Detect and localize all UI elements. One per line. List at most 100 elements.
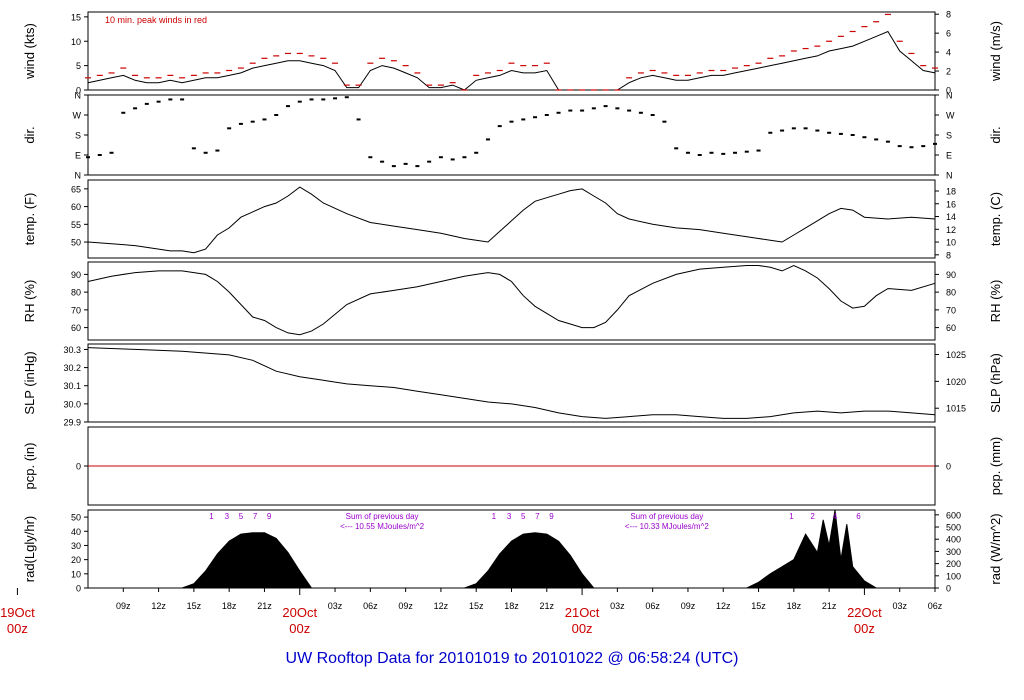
direction-point <box>721 152 726 155</box>
direction-point <box>709 151 714 154</box>
direction-point <box>862 136 867 139</box>
y-axis-label-right: wind (m/s) <box>988 21 1003 82</box>
x-tick-label: 06z <box>363 601 378 611</box>
direction-point <box>215 149 220 152</box>
daily-sum-title: Sum of previous day <box>346 512 419 521</box>
y-tick-label-left: 10 <box>71 37 81 47</box>
direction-point <box>615 107 620 110</box>
hour-marker: 1 <box>492 512 497 521</box>
direction-point <box>874 138 879 141</box>
y-axis-label-left: pcp. (in) <box>22 443 37 490</box>
date-label-hour: 00z <box>7 621 28 636</box>
y-axis-label-right: SLP (hPa) <box>988 353 1003 413</box>
y-tick-label-left: 29.9 <box>63 418 81 428</box>
y-tick-label-right: 18 <box>946 186 956 196</box>
direction-point <box>133 107 138 110</box>
direction-point <box>627 109 632 112</box>
y-tick-label-right: N <box>946 91 953 101</box>
direction-point <box>121 111 126 114</box>
direction-point <box>756 149 761 152</box>
radiation-area <box>464 532 595 589</box>
y-axis-label-right: temp. (C) <box>988 192 1003 246</box>
direction-point <box>733 151 738 154</box>
y-axis-label-right: pcp. (mm) <box>988 437 1003 496</box>
x-tick-label: 09z <box>681 601 696 611</box>
panel-frame <box>87 11 936 91</box>
y-tick-label-right: 80 <box>946 288 956 298</box>
direction-point <box>450 158 455 161</box>
x-tick-label: 21z <box>540 601 555 611</box>
direction-point <box>838 132 843 135</box>
y-tick-label-right: 14 <box>946 212 956 222</box>
direction-point <box>415 165 420 168</box>
temp-series-line <box>87 186 936 254</box>
x-tick-label: 15z <box>187 601 202 611</box>
direction-point <box>556 111 561 114</box>
direction-point <box>591 107 596 110</box>
y-tick-label-left: 50 <box>71 513 81 523</box>
y-tick-label-right: 16 <box>946 199 956 209</box>
x-tick-label: 15z <box>469 601 484 611</box>
direction-point <box>780 129 785 132</box>
y-tick-label-left: 30.2 <box>63 363 81 373</box>
direction-point <box>650 114 655 116</box>
panel-pcp: 0 0 pcp. (in) pcp. (mm) <box>22 426 1003 506</box>
direction-point <box>191 147 196 150</box>
direction-point <box>580 109 585 112</box>
y-tick-label-right: 4 <box>946 48 951 58</box>
y-tick-label-right: 12 <box>946 225 956 235</box>
y-axis-label-left: rad(Lgly/hr) <box>22 516 37 582</box>
y-axis-label-right: dir. <box>988 126 1003 143</box>
y-tick-label-left: 65 <box>71 184 81 194</box>
direction-point <box>544 114 549 116</box>
hour-marker: 4 <box>833 512 838 521</box>
y-tick-label-left: 90 <box>71 270 81 280</box>
y-tick-label-left: 5 <box>76 61 81 71</box>
y-tick-label-left: 0 <box>76 584 81 594</box>
x-tick-label: 21z <box>257 601 272 611</box>
y-tick-label-right: 1020 <box>946 377 966 387</box>
panel-rh: 60 70 80 90 60 70 80 90 RH (%) RH (%) <box>22 261 1003 341</box>
y-tick-label-left: 30.1 <box>63 381 81 391</box>
panel-frame <box>87 94 936 176</box>
x-tick-label: 18z <box>787 601 802 611</box>
hour-marker: 5 <box>239 512 244 521</box>
y-tick-label-right: N <box>946 171 953 181</box>
direction-point <box>744 150 749 153</box>
direction-point <box>321 98 326 101</box>
direction-point <box>485 138 490 141</box>
y-tick-label-right: S <box>946 131 952 141</box>
y-tick-label-left: 30 <box>71 541 81 551</box>
direction-point <box>180 98 185 101</box>
direction-point <box>403 162 408 165</box>
x-tick-label: 18z <box>222 601 237 611</box>
direction-point <box>227 127 232 130</box>
direction-point <box>685 151 690 154</box>
y-tick-label-right: E <box>946 151 952 161</box>
direction-point <box>674 147 679 150</box>
date-label-day: 21Oct <box>565 605 600 620</box>
hour-marker: 9 <box>267 512 272 521</box>
date-label-day: 19Oct <box>0 605 35 620</box>
hour-marker: 7 <box>253 512 258 521</box>
y-tick-label-left: E <box>75 151 81 161</box>
y-tick-label-right: 300 <box>946 547 961 557</box>
direction-point <box>897 145 902 148</box>
direction-point <box>768 131 773 134</box>
x-tick-label: 12z <box>434 601 449 611</box>
direction-point <box>921 145 926 148</box>
daily-sum-title: Sum of previous day <box>630 512 703 521</box>
direction-point <box>603 105 608 108</box>
slp-series-line <box>87 347 936 419</box>
direction-point <box>297 100 302 103</box>
y-tick-label-right: 2 <box>946 67 951 77</box>
wind-series-line <box>87 30 936 91</box>
y-tick-label-right: 500 <box>946 523 961 533</box>
panel-frame <box>87 179 936 259</box>
y-tick-label-left: W <box>73 111 82 121</box>
direction-point <box>333 97 338 100</box>
panel-wind: 0 5 10 15 0 2 4 6 8 wind (kts) wind (m/s) 10 min. p… <box>22 10 1003 96</box>
y-tick-label-left: 30.3 <box>63 345 81 355</box>
